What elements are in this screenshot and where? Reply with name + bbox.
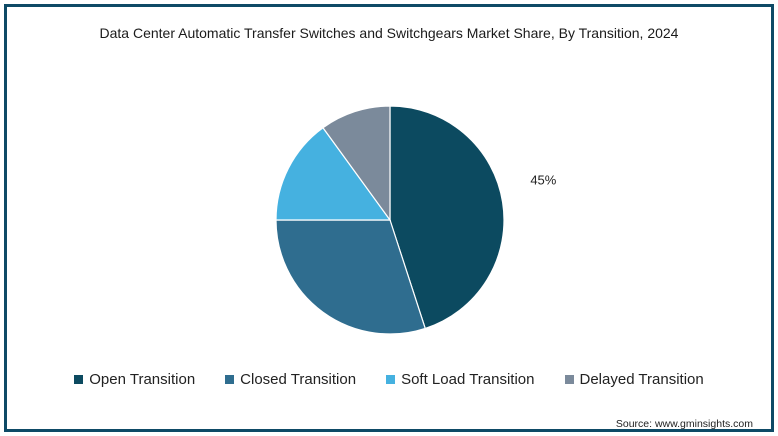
pie-slice-delayed-transition (322, 105, 391, 222)
legend-swatch-delayed-transition (564, 375, 574, 384)
legend-label-delayed-transition: Delayed Transition (579, 371, 704, 388)
chart-frame: Data Center Automatic Transfer Switches … (4, 4, 774, 432)
legend: Open Transition Closed Transition Soft L… (7, 371, 771, 388)
legend-label-soft-load-transition: Soft Load Transition (401, 371, 535, 388)
legend-label-closed-transition: Closed Transition (240, 371, 357, 388)
source-note: Source: www.gminsights.com (615, 418, 753, 430)
legend-swatch-closed-transition (225, 375, 235, 384)
legend-swatch-open-transition (74, 375, 84, 384)
pie-slice-soft-load-transition (275, 126, 392, 221)
legend-item-closed-transition: Closed Transition (225, 371, 356, 388)
data-label-open-transition: 45% (530, 173, 556, 188)
legend-label-open-transition: Open Transition (89, 371, 196, 388)
pie-slice-closed-transition (275, 219, 426, 335)
legend-swatch-soft-load-transition (386, 375, 396, 384)
legend-item-open-transition: Open Transition (74, 371, 195, 388)
pie-slice-open-transition (389, 105, 505, 330)
legend-item-delayed-transition: Delayed Transition (564, 371, 704, 388)
legend-item-soft-load-transition: Soft Load Transition (386, 371, 535, 388)
chart-title: Data Center Automatic Transfer Switches … (99, 25, 679, 41)
pie-chart: 45% (275, 105, 557, 335)
